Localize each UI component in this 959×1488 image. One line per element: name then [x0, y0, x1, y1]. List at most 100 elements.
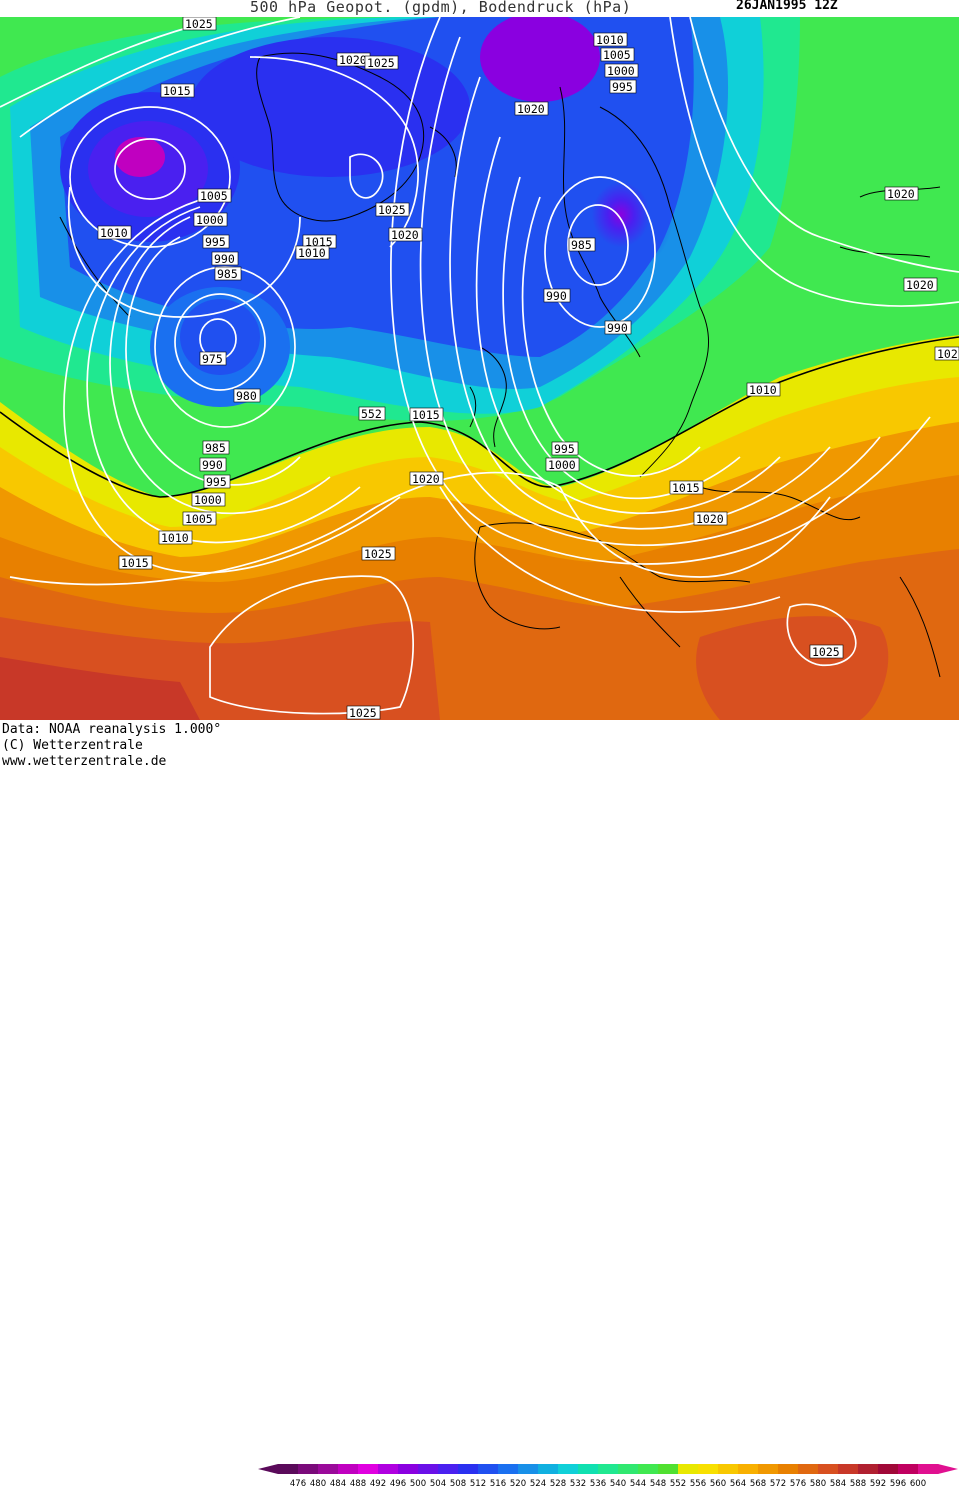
- legend-swatch: [538, 1464, 559, 1474]
- credit-copyright: (C) Wetterzentrale: [2, 738, 143, 753]
- legend-tick-label: 584: [830, 1479, 846, 1488]
- svg-text:1005: 1005: [200, 189, 228, 203]
- legend-swatch: [858, 1464, 879, 1474]
- legend-tick-label: 528: [550, 1479, 566, 1488]
- legend-swatch: [878, 1464, 899, 1474]
- label-990-d: 990: [199, 457, 227, 472]
- label-1000-b: 1000: [193, 212, 228, 227]
- legend-swatch: [818, 1464, 839, 1474]
- field-darkred-west: [0, 657, 200, 720]
- label-1010-d: 1010: [746, 382, 781, 397]
- label-990-c: 990: [604, 320, 632, 335]
- svg-text:1010: 1010: [298, 246, 326, 260]
- legend-swatch: [498, 1464, 519, 1474]
- label-1000-a: 1000: [604, 63, 639, 78]
- label-990-b: 990: [543, 288, 571, 303]
- legend-tick-label: 556: [690, 1479, 706, 1488]
- legend-tick-label: 536: [590, 1479, 606, 1488]
- svg-text:1015: 1015: [412, 408, 440, 422]
- footer: Data: NOAA reanalysis 1.000° (C) Wetterz…: [0, 720, 959, 1488]
- legend-swatch: [838, 1464, 859, 1474]
- label-1020-d: 1020: [884, 186, 919, 201]
- legend-tick-label: 500: [410, 1479, 426, 1488]
- label-1015-d: 1015: [118, 555, 153, 570]
- svg-text:1005: 1005: [185, 512, 213, 526]
- legend-swatch: [638, 1464, 659, 1474]
- label-1025-b: 1025: [364, 55, 399, 70]
- svg-text:1005: 1005: [603, 48, 631, 62]
- trough-north-core: [480, 17, 600, 102]
- svg-text:1015: 1015: [672, 481, 700, 495]
- label-1025-f: 1025: [346, 705, 381, 720]
- label-1000-d: 1000: [191, 492, 226, 507]
- label-985-a: 985: [214, 266, 242, 281]
- legend-tick-label: 504: [430, 1479, 446, 1488]
- legend-tick-label: 484: [330, 1479, 346, 1488]
- legend-swatch: [358, 1464, 379, 1474]
- legend-swatch: [618, 1464, 639, 1474]
- svg-text:1025: 1025: [185, 17, 213, 31]
- svg-text:1020: 1020: [906, 278, 934, 292]
- label-1020-c: 1020: [388, 227, 423, 242]
- title-text: 500 hPa Geopot. (gpdm), Bodendruck (hPa): [250, 0, 632, 16]
- svg-text:980: 980: [236, 389, 257, 403]
- label-995-d: 995: [203, 474, 231, 489]
- legend-tick-label: 492: [370, 1479, 386, 1488]
- label-1005-b: 1005: [197, 188, 232, 203]
- label-995-b: 995: [202, 234, 230, 249]
- svg-text:1010: 1010: [100, 226, 128, 240]
- label-552: 552: [358, 406, 386, 421]
- svg-text:995: 995: [612, 80, 633, 94]
- label-1015-c: 1015: [409, 407, 444, 422]
- weather-map: 1025 1015 1020 1025 1010 1005 1000 995 1…: [0, 17, 959, 720]
- legend-swatch: [558, 1464, 579, 1474]
- svg-text:102: 102: [937, 347, 958, 361]
- legend-swatch: [738, 1464, 759, 1474]
- contour-552: [0, 336, 959, 498]
- svg-text:990: 990: [214, 252, 235, 266]
- label-1020-e: 1020: [903, 277, 938, 292]
- svg-text:995: 995: [205, 235, 226, 249]
- svg-text:985: 985: [571, 238, 592, 252]
- pressure-labels: 1025 1015 1020 1025 1010 1005 1000 995 1…: [97, 17, 959, 720]
- legend-tick-label: 488: [350, 1479, 366, 1488]
- legend-swatch: [398, 1464, 419, 1474]
- svg-text:1020: 1020: [517, 102, 545, 116]
- label-990-a: 990: [211, 251, 239, 266]
- svg-text:1010: 1010: [749, 383, 777, 397]
- legend-tick-label: 588: [850, 1479, 866, 1488]
- svg-text:1020: 1020: [696, 512, 724, 526]
- legend-tick-label: 512: [470, 1479, 486, 1488]
- svg-text:990: 990: [202, 458, 223, 472]
- svg-text:1010: 1010: [161, 531, 189, 545]
- legend-swatch: [718, 1464, 739, 1474]
- svg-text:1000: 1000: [607, 64, 635, 78]
- label-975: 975: [199, 351, 227, 366]
- svg-text:1000: 1000: [196, 213, 224, 227]
- svg-text:1015: 1015: [305, 235, 333, 249]
- legend-arrow-left: [258, 1464, 278, 1474]
- legend-swatch: [478, 1464, 499, 1474]
- legend-swatch: [338, 1464, 359, 1474]
- label-1020-b: 1020: [514, 101, 549, 116]
- legend-tick-label: 552: [670, 1479, 686, 1488]
- legend-swatch: [418, 1464, 439, 1474]
- legend-swatch: [658, 1464, 679, 1474]
- legend-swatch: [278, 1464, 299, 1474]
- svg-text:1025: 1025: [812, 645, 840, 659]
- legend-tick-label: 592: [870, 1479, 886, 1488]
- legend-tick-label: 508: [450, 1479, 466, 1488]
- color-scale-legend: 476 480 484 488 492 496 500 504 508 512 516 520 524 5…: [258, 1464, 958, 1488]
- legend-tick-label: 580: [810, 1479, 826, 1488]
- label-980: 980: [233, 388, 261, 403]
- label-1010-b: 1010: [97, 225, 132, 240]
- legend-swatch: [318, 1464, 339, 1474]
- svg-text:1020: 1020: [412, 472, 440, 486]
- svg-text:985: 985: [217, 267, 238, 281]
- legend-tick-label: 564: [730, 1479, 746, 1488]
- legend-swatch: [678, 1464, 699, 1474]
- field-red-east: [696, 616, 889, 720]
- map-title: 500 hPa Geopot. (gpdm), Bodendruck (hPa)…: [0, 0, 959, 18]
- legend-swatch: [438, 1464, 459, 1474]
- label-1010-c: 1010: [295, 245, 330, 260]
